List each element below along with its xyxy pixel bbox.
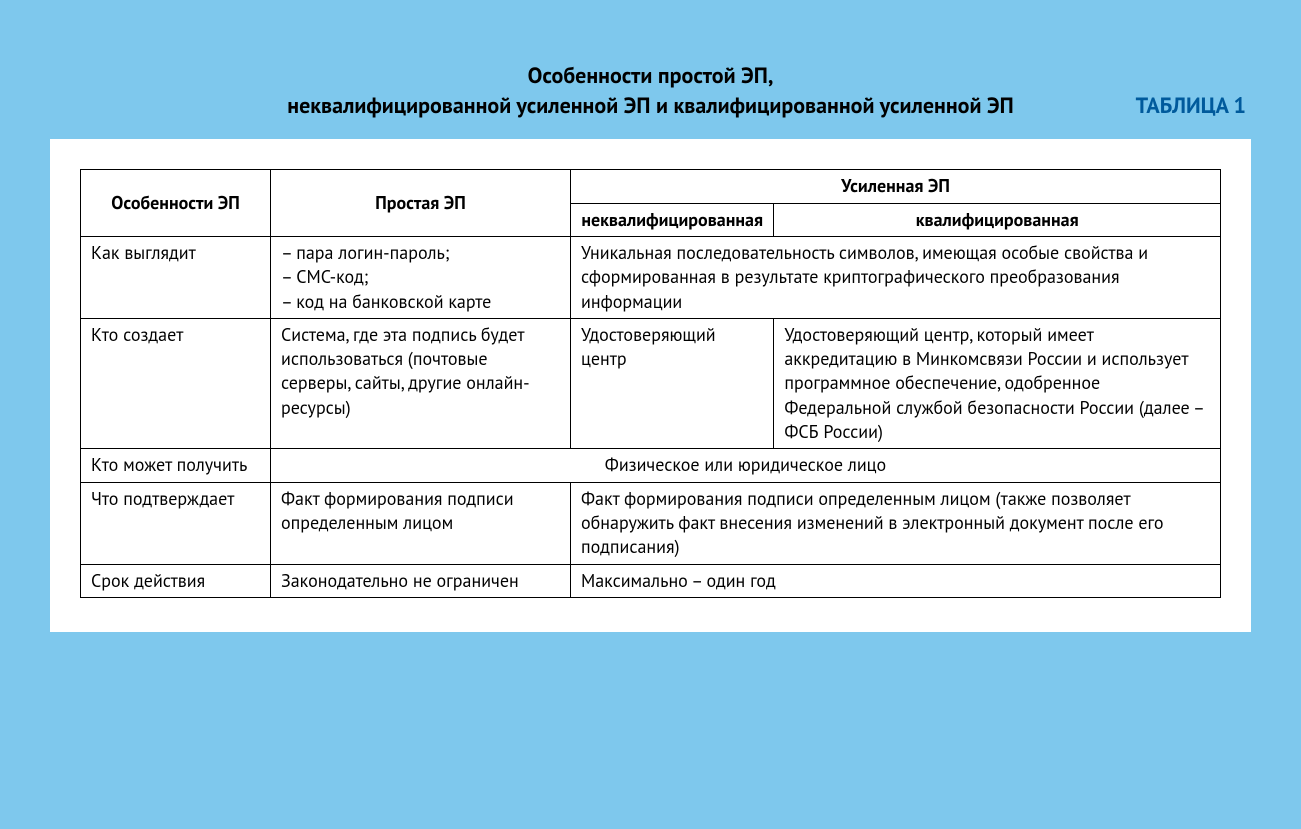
cell-all-merged: Физическое или юридическое лицо	[271, 449, 1221, 482]
cell-simple: Система, где эта подпись будет использов…	[271, 318, 571, 448]
cell-feature: Срок действия	[81, 564, 271, 597]
th-unqualified: неквалифицированная	[571, 203, 774, 236]
cell-simple: – пара логин-пароль; – СМС-код; – код на…	[271, 236, 571, 318]
cell-feature: Как выглядит	[81, 236, 271, 318]
cell-enhanced-merged: Максимально – один год	[571, 564, 1221, 597]
table-row: Как выглядит – пара логин-пароль; – СМС-…	[81, 236, 1221, 318]
cell-feature: Кто создает	[81, 318, 271, 448]
cell-feature: Кто может получить	[81, 449, 271, 482]
title-line-2: неквалифицированной усиленной ЭП и квали…	[0, 92, 1301, 122]
cell-feature: Что подтверждает	[81, 482, 271, 564]
th-simple: Простая ЭП	[271, 170, 571, 237]
cell-qualified: Удостоверяющий центр, который имеет аккр…	[774, 318, 1221, 448]
table-row: Срок действия Законодательно не ограниче…	[81, 564, 1221, 597]
cell-unqualified: Удостоверяющий центр	[571, 318, 774, 448]
cell-simple: Законодательно не ограничен	[271, 564, 571, 597]
th-qualified: квалифицированная	[774, 203, 1221, 236]
table-card: Особенности ЭП Простая ЭП Усиленная ЭП н…	[50, 139, 1251, 631]
table-row: Кто создает Система, где эта подпись буд…	[81, 318, 1221, 448]
cell-enhanced-merged: Уникальная последовательность символов, …	[571, 236, 1221, 318]
ep-features-table: Особенности ЭП Простая ЭП Усиленная ЭП н…	[80, 169, 1221, 597]
title-line-1: Особенности простой ЭП,	[0, 62, 1301, 92]
table-header-row-1: Особенности ЭП Простая ЭП Усиленная ЭП	[81, 170, 1221, 203]
th-features: Особенности ЭП	[81, 170, 271, 237]
cell-enhanced-merged: Факт формирования подписи определенным л…	[571, 482, 1221, 564]
table-row: Что подтверждает Факт формирования подпи…	[81, 482, 1221, 564]
table-row: Кто может получить Физическое или юридич…	[81, 449, 1221, 482]
table-title: Особенности простой ЭП, неквалифицирован…	[0, 62, 1301, 121]
th-enhanced: Усиленная ЭП	[571, 170, 1221, 203]
cell-simple: Факт формирования подписи определенным л…	[271, 482, 571, 564]
table-number-label: ТАБЛИЦА 1	[1136, 92, 1246, 120]
